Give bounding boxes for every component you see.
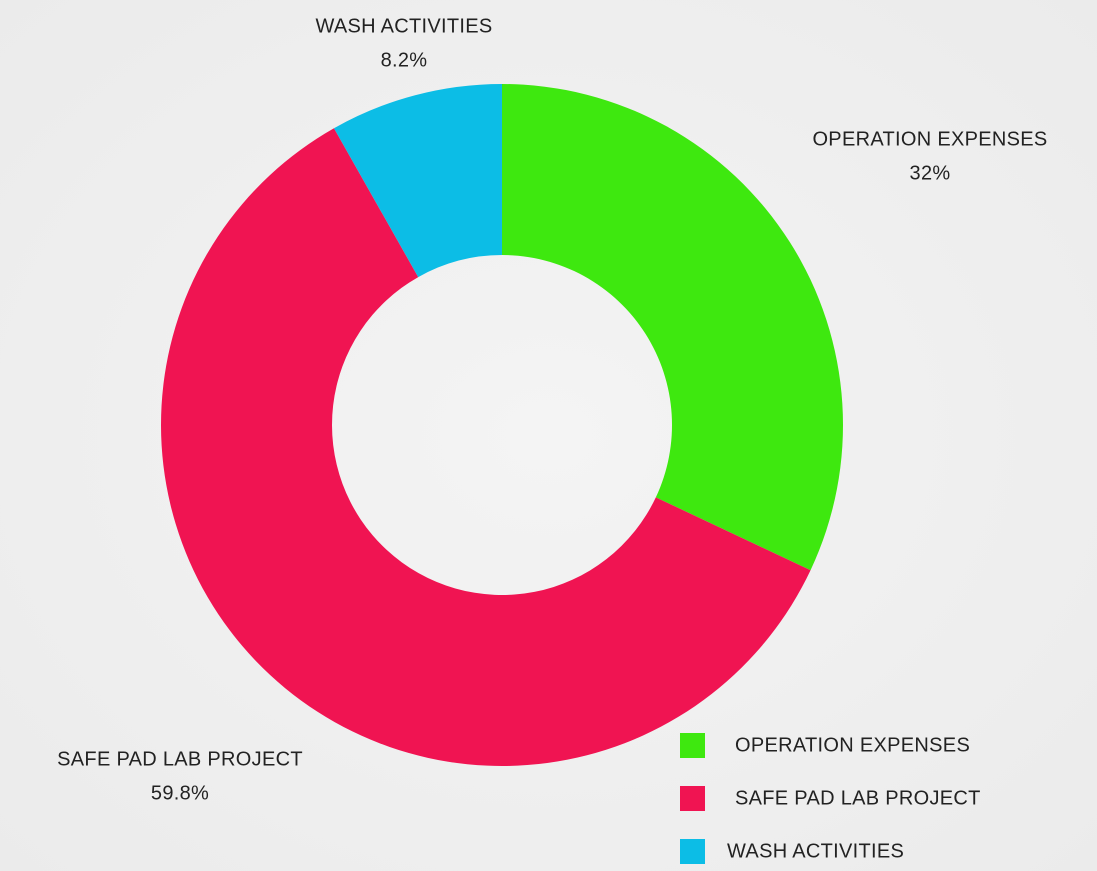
donut-slice: [333, 84, 502, 278]
donut-slice: [161, 128, 811, 767]
legend-swatch: [680, 733, 705, 758]
slice-label: WASH ACTIVITIES: [315, 15, 492, 37]
legend-label: SAFE PAD LAB PROJECT: [735, 787, 981, 809]
slice-value: 8.2%: [381, 49, 428, 71]
slice-value: 32%: [910, 162, 951, 184]
legend-swatch: [680, 786, 705, 811]
slice-value: 59.8%: [151, 782, 209, 804]
donut-slice: [502, 84, 844, 571]
slice-label: SAFE PAD LAB PROJECT: [57, 748, 303, 770]
legend-label: WASH ACTIVITIES: [727, 840, 904, 862]
slice-label: OPERATION EXPENSES: [812, 128, 1047, 150]
legend-label: OPERATION EXPENSES: [735, 734, 970, 756]
legend-swatch: [680, 839, 705, 864]
